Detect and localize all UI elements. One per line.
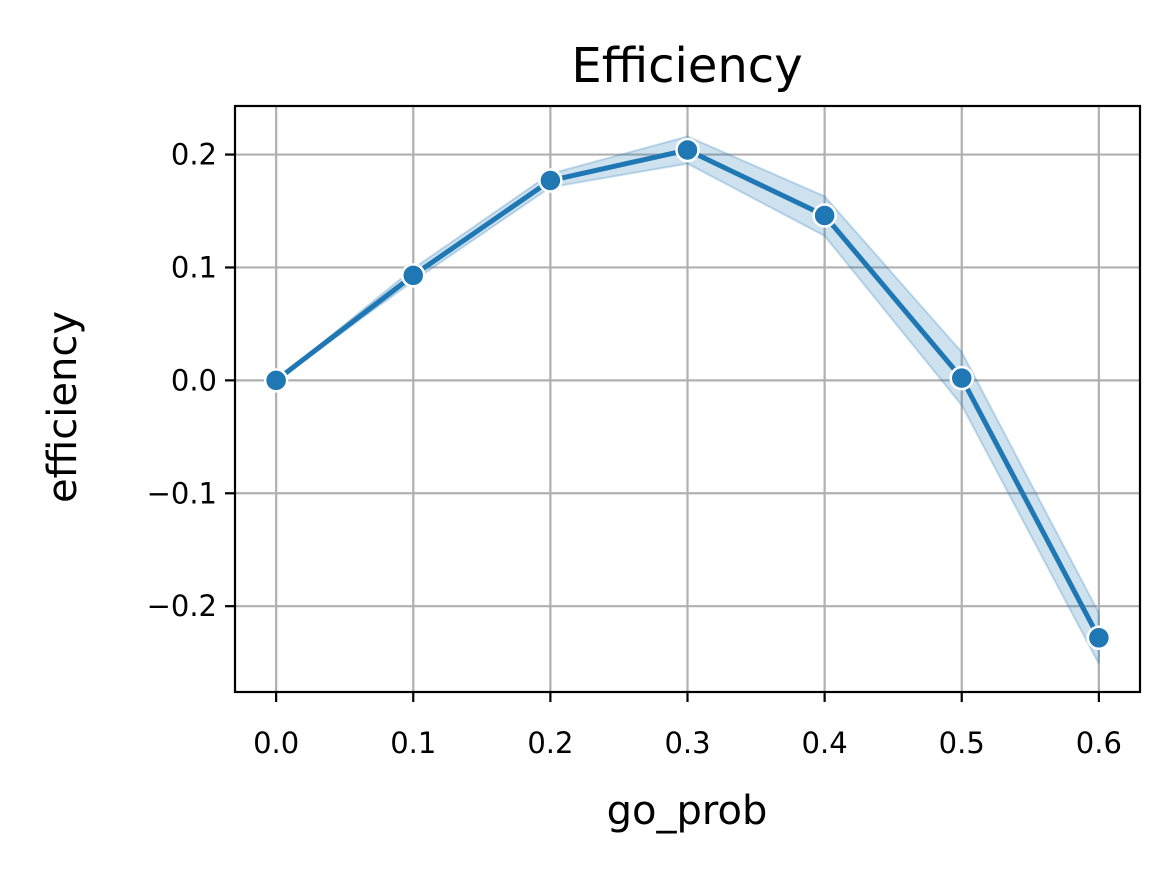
data-point — [265, 369, 287, 391]
x-axis-ticks: 0.0 0.1 0.2 0.3 0.4 0.5 0.6 — [253, 692, 1122, 760]
data-point — [951, 367, 973, 389]
data-point — [539, 170, 561, 192]
y-tick-label: −0.2 — [147, 589, 217, 623]
x-tick-label: 0.2 — [527, 726, 573, 760]
grid-lines — [235, 106, 1140, 692]
y-axis-label: efficiency — [40, 311, 86, 503]
y-tick-label: 0.0 — [171, 363, 217, 397]
x-tick-label: 0.0 — [253, 726, 299, 760]
data-point — [402, 264, 424, 286]
data-point — [677, 139, 699, 161]
y-tick-label: 0.2 — [171, 138, 217, 172]
x-tick-label: 0.1 — [390, 726, 436, 760]
data-point — [814, 205, 836, 227]
y-axis-ticks: 0.2 0.1 0.0 −0.1 −0.2 — [147, 138, 235, 624]
x-tick-label: 0.6 — [1076, 726, 1122, 760]
x-tick-label: 0.5 — [939, 726, 985, 760]
chart-title: Efficiency — [571, 38, 802, 94]
y-tick-label: −0.1 — [147, 476, 217, 510]
y-tick-label: 0.1 — [171, 250, 217, 284]
x-tick-label: 0.4 — [802, 726, 848, 760]
data-point — [1088, 627, 1110, 649]
x-tick-label: 0.3 — [664, 726, 710, 760]
x-axis-label: go_prob — [607, 788, 768, 834]
